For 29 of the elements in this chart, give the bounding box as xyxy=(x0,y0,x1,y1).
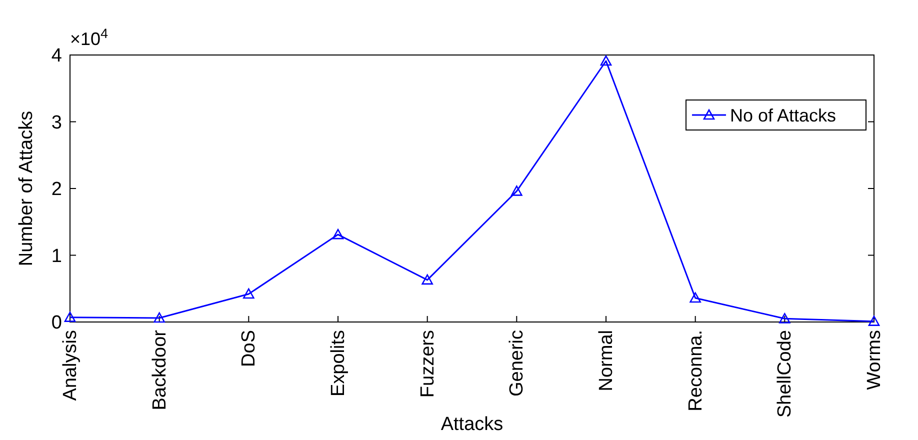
y-axis-title: Number of Attacks xyxy=(16,110,37,266)
text: ×10$^{4}$ xyxy=(70,26,109,49)
point xyxy=(422,274,433,285)
legend-label: No of Attacks xyxy=(730,105,836,126)
x-tick-label: DoS xyxy=(238,330,260,367)
point xyxy=(779,313,790,324)
y-tick-label: 2 xyxy=(51,179,62,200)
point xyxy=(600,55,612,66)
x-tick-label: Expolits xyxy=(328,330,349,397)
y-tick-label: 3 xyxy=(51,112,62,134)
x-tick-label: Backdoor xyxy=(149,329,170,410)
x-tick-label: Fuzzers xyxy=(417,330,438,398)
point xyxy=(64,312,76,322)
point xyxy=(243,288,254,299)
x-axis-title: Attacks xyxy=(440,414,504,435)
point xyxy=(690,292,701,303)
y-tick-label: 0 xyxy=(51,312,62,334)
x-tick-label: Worms xyxy=(864,330,885,390)
x-tick-label: Normal xyxy=(596,330,617,392)
x-tick-label: ShellCode xyxy=(774,330,796,418)
point xyxy=(868,316,880,326)
point xyxy=(332,228,344,240)
x-tick-label: Analysis xyxy=(60,330,81,401)
point xyxy=(154,312,165,323)
x-tick-label: Reconna. xyxy=(685,330,706,412)
point xyxy=(511,186,522,196)
x-tick-label: Generic xyxy=(506,330,528,397)
y-tick-label: 1 xyxy=(51,246,62,267)
y-tick-label: 4 xyxy=(51,46,62,67)
